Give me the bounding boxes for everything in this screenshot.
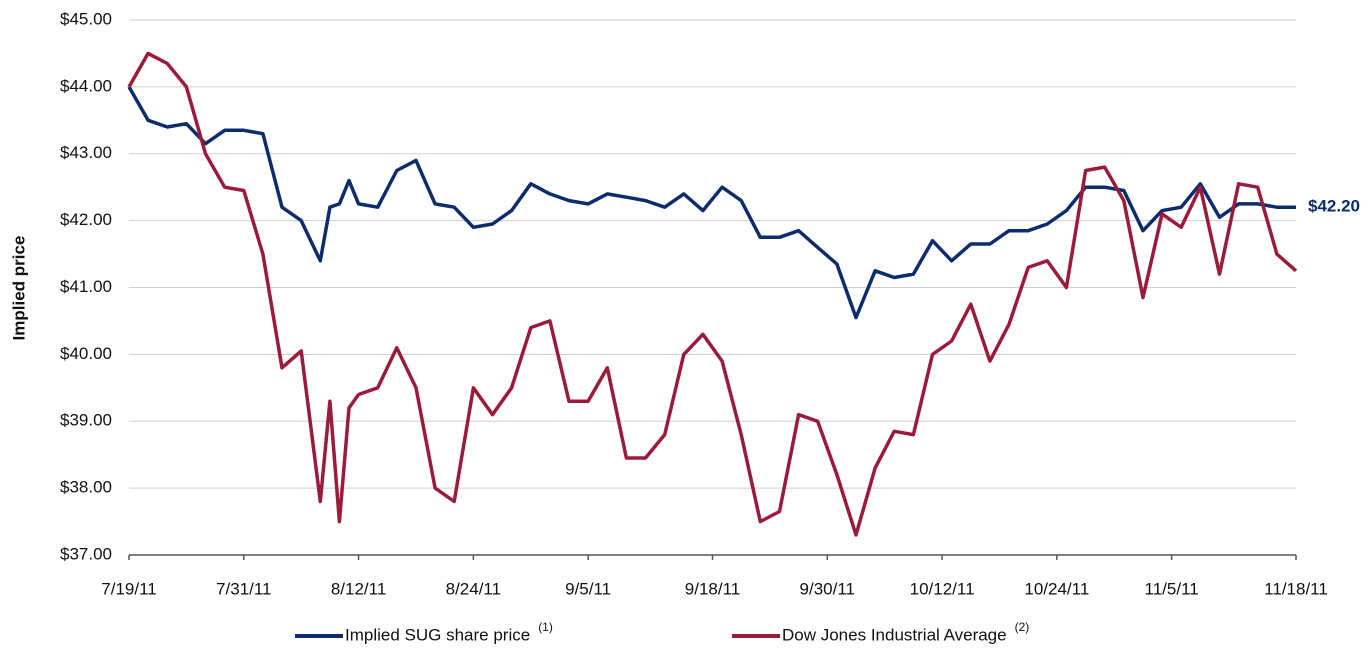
y-axis-label: Implied price	[9, 236, 28, 341]
x-tick-label: 10/12/11	[910, 579, 975, 598]
y-tick-label: $41.00	[60, 277, 112, 296]
y-tick-label: $42.00	[60, 210, 112, 229]
y-tick-label: $38.00	[60, 478, 112, 497]
x-tick-label: 8/24/11	[446, 579, 501, 598]
x-tick-label: 9/30/11	[800, 579, 855, 598]
x-tick-label: 11/18/11	[1264, 579, 1328, 598]
legend-note: (1)	[538, 620, 553, 634]
x-tick-label: 11/5/11	[1145, 579, 1199, 598]
x-tick-label: 7/19/11	[101, 579, 156, 598]
x-tick-label: 10/24/11	[1024, 579, 1089, 598]
y-tick-label: $44.00	[60, 76, 112, 95]
legend-item: Implied SUG share price (1)	[295, 620, 553, 644]
y-tick-label: $37.00	[60, 544, 112, 563]
series-line	[127, 51, 1298, 537]
y-tick-label: $40.00	[60, 344, 112, 363]
legend-label: Dow Jones Industrial Average	[782, 625, 1007, 644]
x-tick-label: 9/5/11	[565, 579, 611, 598]
y-tick-label: $45.00	[60, 9, 112, 28]
x-tick-label: 8/12/11	[331, 579, 386, 598]
y-tick-label: $39.00	[60, 411, 112, 430]
legend-label: Implied SUG share price	[345, 625, 530, 644]
x-tick-label: 9/18/11	[685, 579, 740, 598]
y-tick-label: $43.00	[60, 143, 112, 162]
x-tick-label: 7/31/11	[216, 579, 271, 598]
end-label: $42.20	[1308, 197, 1360, 216]
legend-item: Dow Jones Industrial Average (2)	[732, 620, 1029, 644]
series-line	[127, 86, 1296, 320]
legend-note: (2)	[1015, 620, 1030, 634]
